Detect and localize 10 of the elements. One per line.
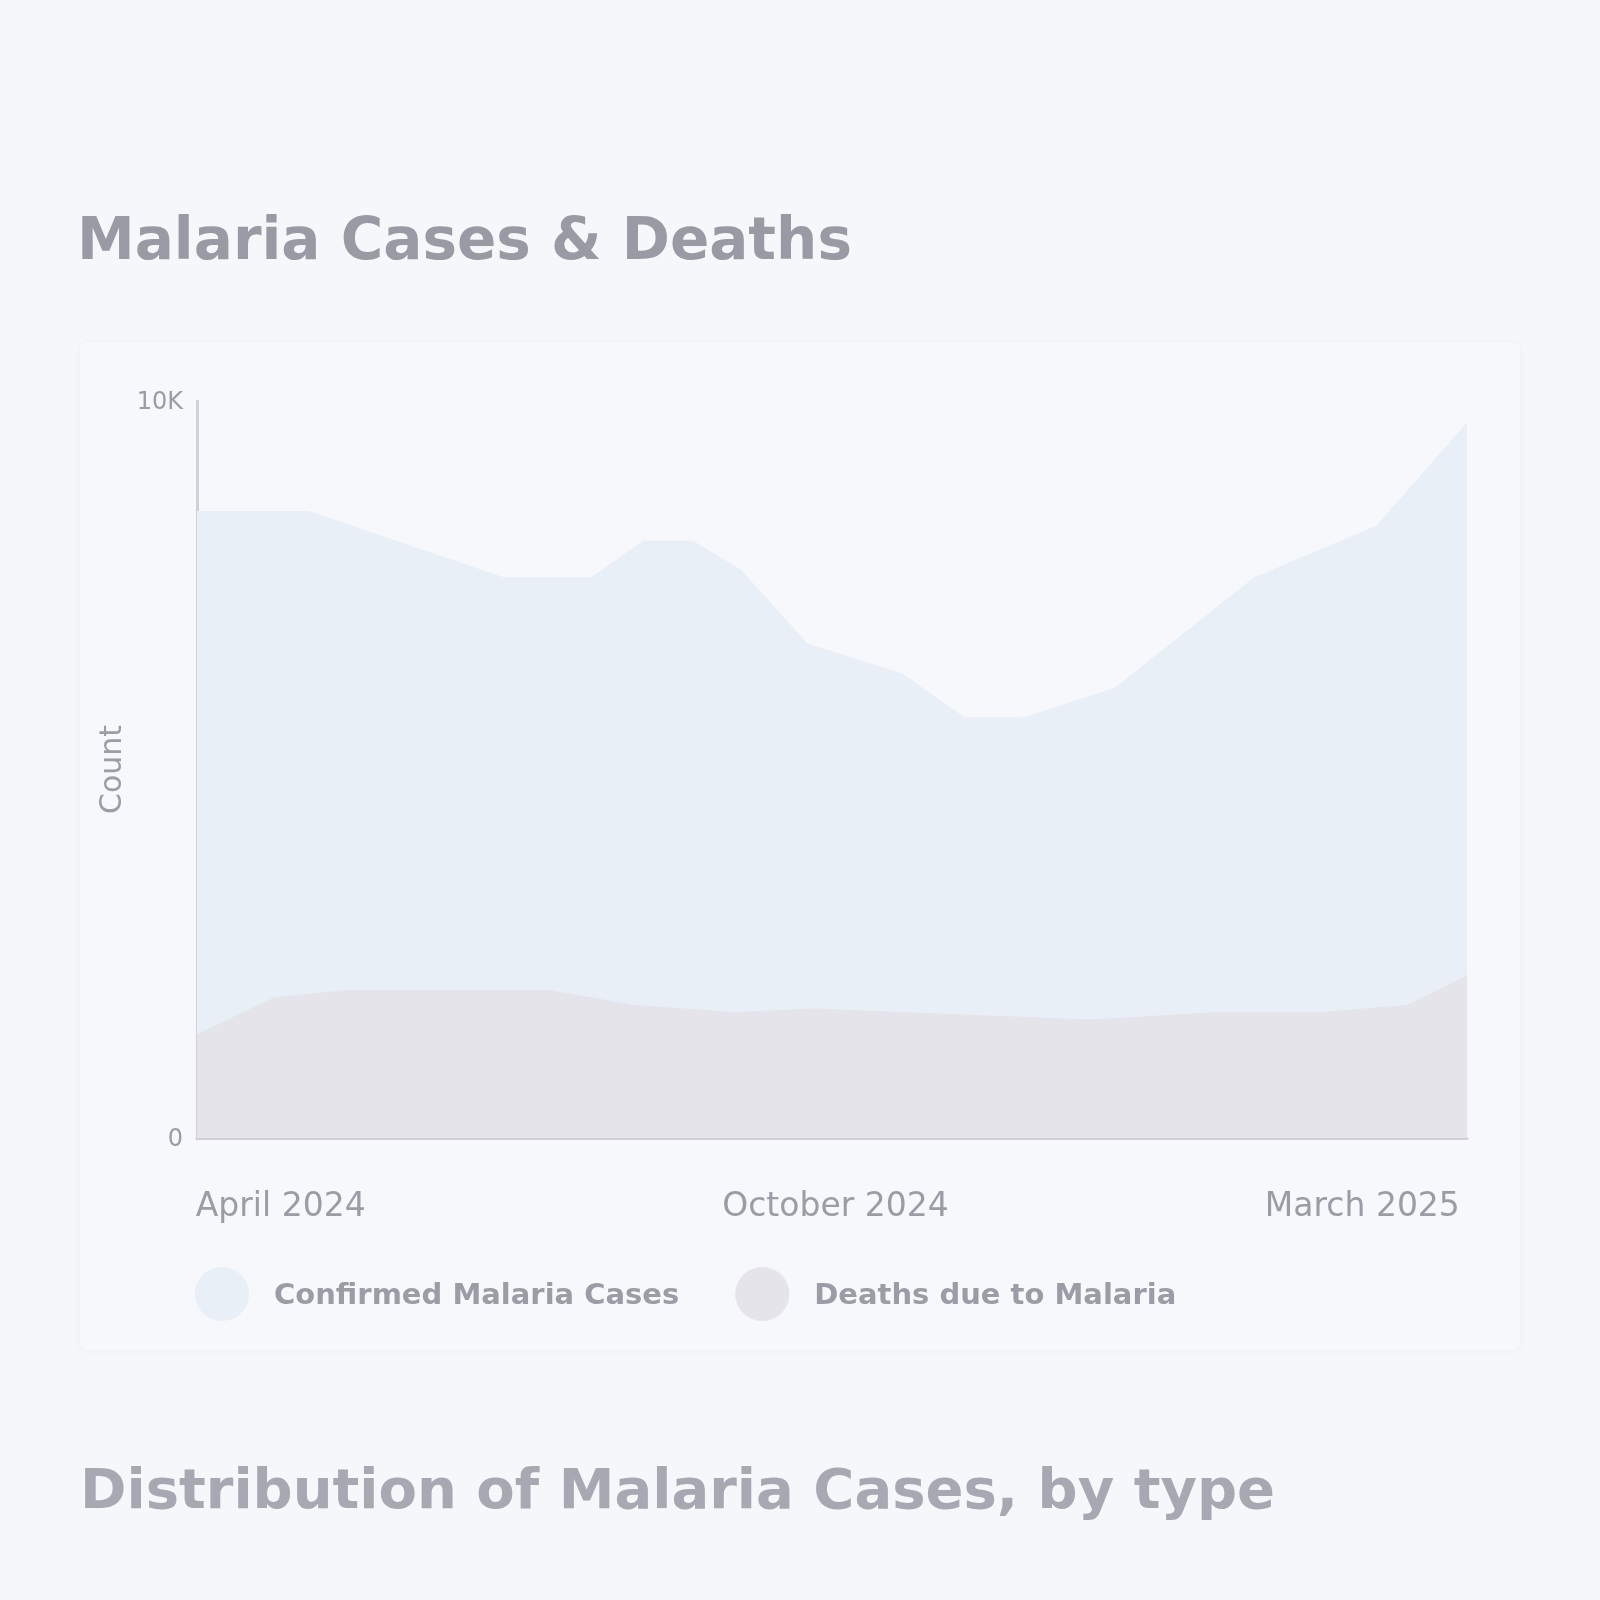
x-tick-label: October 2024 [722, 1185, 949, 1224]
y-axis-title: Count [93, 724, 129, 815]
legend-label: Confirmed Malaria Cases [274, 1277, 680, 1311]
x-tick-label: March 2025 [1264, 1185, 1460, 1224]
legend-label: Deaths due to Malaria [814, 1277, 1177, 1311]
text: Distribution of Malaria Cases, by type [80, 1455, 1276, 1521]
chart-title: Malaria Cases & Deaths [77, 205, 852, 273]
y-tick-label: 0 [167, 1124, 183, 1152]
y-tick-label: 10K [136, 387, 185, 415]
x-tick-label: April 2024 [195, 1185, 366, 1224]
